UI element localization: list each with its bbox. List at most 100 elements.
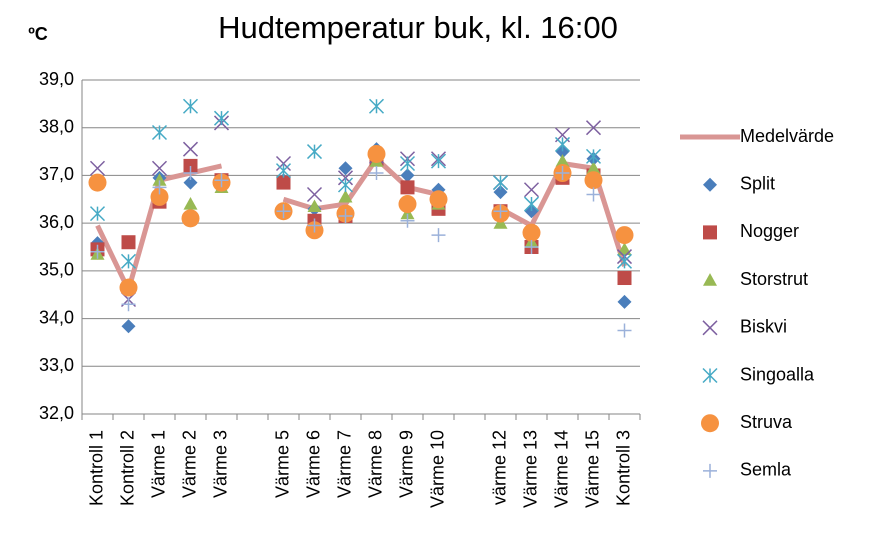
marker-plus — [524, 240, 539, 254]
y-tick-label: 36,0 — [39, 212, 74, 232]
marker-plus — [214, 173, 229, 188]
x-tick-label: Kontroll 2 — [117, 430, 137, 506]
marker-plus — [276, 204, 291, 219]
marker-circle — [150, 187, 169, 206]
marker-triangle — [703, 273, 717, 286]
x-tick-label: Värme 10 — [427, 430, 447, 508]
marker-square — [183, 158, 198, 173]
marker-diamond — [493, 185, 508, 200]
marker-star — [151, 124, 168, 141]
x-tick-label: Värme 6 — [303, 430, 323, 498]
marker-plus — [121, 297, 136, 312]
series-4 — [89, 115, 633, 308]
marker-triangle — [152, 173, 167, 186]
marker-star — [554, 136, 571, 152]
series-1 — [90, 142, 632, 334]
marker-plus — [586, 187, 601, 202]
marker-triangle — [555, 154, 570, 167]
x-tick-label: Värme 13 — [520, 430, 540, 508]
marker-circle — [584, 171, 603, 190]
marker-star — [616, 253, 633, 269]
x-tick-label: värme 12 — [489, 430, 509, 505]
legend-label: Semla — [740, 460, 792, 480]
marker-plus — [307, 218, 322, 233]
x-tick-label: Värme 9 — [396, 430, 416, 498]
marker-plus — [703, 463, 717, 478]
x-tick-label: Värme 2 — [179, 430, 199, 498]
x-tick-label: Kontroll 1 — [86, 430, 106, 506]
marker-x — [523, 182, 540, 198]
marker-plus — [338, 208, 353, 223]
marker-circle — [367, 144, 386, 163]
marker-star — [89, 206, 106, 222]
marker-triangle — [338, 189, 353, 203]
marker-star — [399, 155, 416, 172]
marker-circle — [88, 173, 107, 192]
marker-plus — [617, 323, 632, 338]
marker-circle — [701, 414, 719, 433]
y-tick-label: 33,0 — [39, 355, 74, 375]
marker-x — [151, 160, 168, 176]
marker-triangle — [617, 242, 632, 255]
marker-diamond — [338, 161, 353, 176]
series-5 — [89, 98, 633, 269]
series-2 — [90, 151, 632, 286]
marker-diamond — [617, 294, 632, 309]
legend-label: Struva — [740, 412, 793, 432]
y-tick-label: 35,0 — [39, 260, 74, 280]
legend-label: Storstrut — [740, 269, 808, 289]
marker-x — [702, 320, 718, 336]
marker-diamond — [400, 168, 415, 183]
marker-star — [120, 253, 137, 269]
marker-star — [182, 98, 199, 114]
y-tick-label: 34,0 — [39, 307, 74, 327]
marker-x — [306, 186, 323, 203]
marker-star — [702, 367, 718, 384]
legend-label: Split — [740, 173, 775, 193]
marker-plus — [400, 213, 415, 228]
series-line — [95, 156, 627, 293]
marker-star — [430, 153, 447, 169]
marker-circle — [522, 223, 541, 242]
series-6 — [88, 144, 634, 297]
x-tick-label: Värme 15 — [582, 430, 602, 508]
x-tick-label: Värme 1 — [148, 430, 168, 498]
marker-square — [400, 180, 415, 195]
marker-x — [275, 155, 292, 172]
marker-star — [213, 110, 230, 126]
marker-square — [703, 225, 717, 240]
x-tick-label: Värme 3 — [210, 430, 230, 498]
marker-plus — [183, 166, 198, 181]
marker-square — [276, 175, 291, 190]
marker-plus — [555, 166, 570, 181]
marker-plus — [152, 180, 167, 195]
marker-x — [585, 120, 602, 136]
x-tick-label: Värme 8 — [365, 430, 385, 498]
marker-diamond — [121, 319, 136, 334]
y-tick-label: 32,0 — [39, 403, 74, 423]
marker-plus — [431, 228, 446, 243]
x-tick-label: Värme 7 — [334, 430, 354, 498]
marker-square — [617, 271, 632, 286]
marker-circle — [398, 195, 417, 214]
marker-square — [121, 235, 136, 250]
legend-label: Biskvi — [740, 317, 787, 337]
legend-label: Singoalla — [740, 364, 815, 384]
marker-plus — [90, 244, 105, 259]
marker-diamond — [703, 177, 717, 192]
y-tick-label: 37,0 — [39, 164, 74, 184]
marker-plus — [369, 166, 384, 181]
marker-circle — [119, 278, 138, 297]
marker-triangle — [586, 161, 601, 174]
marker-circle — [429, 190, 448, 209]
marker-circle — [181, 209, 200, 228]
marker-triangle — [307, 199, 322, 213]
marker-star — [368, 98, 385, 114]
marker-circle — [615, 226, 634, 245]
y-tick-label: 39,0 — [39, 69, 74, 89]
x-tick-label: Värme 5 — [272, 430, 292, 498]
marker-diamond — [183, 175, 198, 190]
chart-title: Hudtemperatur buk, kl. 16:00 — [218, 10, 618, 45]
marker-x — [337, 170, 354, 186]
